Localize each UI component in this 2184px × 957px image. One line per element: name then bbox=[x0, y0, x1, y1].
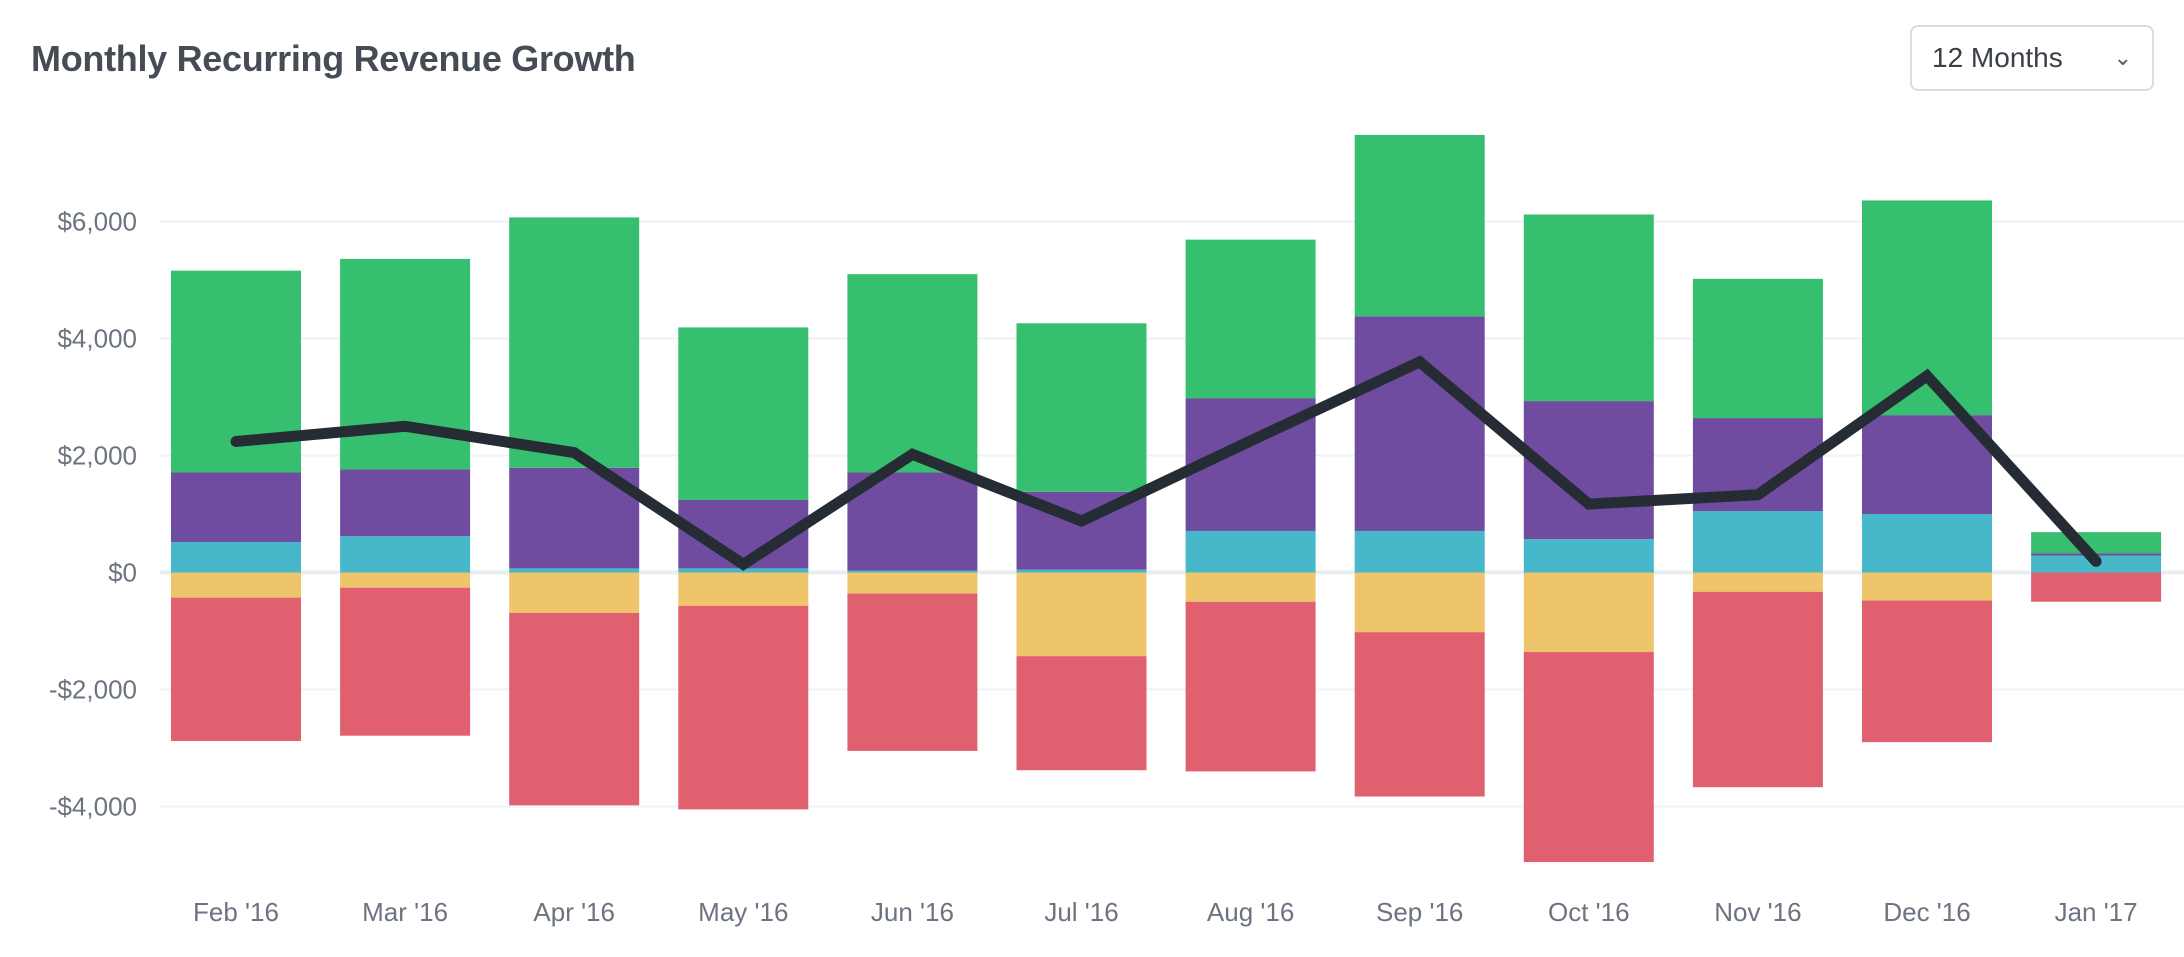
x-tick-label: Jan '17 bbox=[2055, 897, 2138, 927]
bar-segment-s0[interactable] bbox=[509, 568, 640, 573]
x-tick-label: Jun '16 bbox=[871, 897, 954, 927]
bar-segment-s4[interactable] bbox=[2031, 572, 2162, 602]
chart-title: Monthly Recurring Revenue Growth bbox=[31, 38, 636, 79]
bar-segment-s0[interactable] bbox=[1862, 514, 1992, 573]
bar-segment-s4[interactable] bbox=[1185, 601, 1316, 772]
bar-segment-s2[interactable] bbox=[509, 217, 640, 468]
x-tick-label: Jul '16 bbox=[1044, 897, 1118, 927]
period-select-value: 12 Months bbox=[1932, 42, 2063, 73]
y-tick-label: -$4,000 bbox=[49, 792, 137, 822]
y-tick-label: $0 bbox=[108, 558, 137, 588]
bar-segment-s4[interactable] bbox=[340, 587, 471, 736]
bar-segment-s2[interactable] bbox=[678, 327, 809, 500]
bar-segment-s3[interactable] bbox=[509, 572, 640, 613]
y-tick-label: -$2,000 bbox=[49, 675, 137, 705]
bar-segment-s3[interactable] bbox=[847, 572, 978, 594]
bar-segment-s3[interactable] bbox=[1354, 572, 1485, 633]
bar-segment-s4[interactable] bbox=[1692, 591, 1823, 788]
bar-segment-s4[interactable] bbox=[1354, 632, 1485, 797]
bar-segment-s4[interactable] bbox=[1016, 656, 1147, 771]
bar-segment-s3[interactable] bbox=[171, 572, 301, 598]
x-tick-label: Mar '16 bbox=[362, 897, 448, 927]
chevron-down-icon: ⌄ bbox=[2113, 45, 2132, 70]
bar-segment-s4[interactable] bbox=[1523, 652, 1654, 863]
bar-segment-s0[interactable] bbox=[847, 570, 978, 573]
y-tick-label: $6,000 bbox=[57, 207, 137, 237]
bar-segment-s4[interactable] bbox=[847, 593, 978, 751]
bar-segment-s2[interactable] bbox=[1692, 278, 1823, 419]
bar-segment-s0[interactable] bbox=[171, 542, 301, 573]
bar-segment-s3[interactable] bbox=[1185, 572, 1316, 602]
y-tick-label: $4,000 bbox=[57, 324, 137, 354]
bar-segment-s3[interactable] bbox=[1862, 572, 1992, 601]
bar-segment-s0[interactable] bbox=[340, 536, 471, 573]
period-select[interactable]: 12 Months ⌄ bbox=[1910, 25, 2154, 91]
bar-segment-s4[interactable] bbox=[678, 605, 809, 810]
bar-segment-s3[interactable] bbox=[1523, 572, 1654, 653]
bar-segment-s2[interactable] bbox=[1354, 134, 1485, 317]
bar-segment-s0[interactable] bbox=[1692, 511, 1823, 573]
x-tick-label: Oct '16 bbox=[1548, 897, 1630, 927]
bar-segment-s4[interactable] bbox=[1862, 600, 1992, 743]
x-tick-label: Nov '16 bbox=[1714, 897, 1801, 927]
bar-segment-s2[interactable] bbox=[1185, 239, 1316, 399]
bar-segment-s3[interactable] bbox=[340, 572, 471, 588]
net-growth-line bbox=[230, 355, 2102, 571]
bar-segment-s4[interactable] bbox=[509, 612, 640, 806]
y-tick-label: $2,000 bbox=[57, 441, 137, 471]
bar-segment-s4[interactable] bbox=[171, 597, 301, 741]
bar-segment-s1[interactable] bbox=[1354, 316, 1485, 531]
bar-segment-s2[interactable] bbox=[1016, 323, 1147, 492]
x-tick-label: Feb '16 bbox=[193, 897, 279, 927]
x-tick-label: Sep '16 bbox=[1376, 897, 1463, 927]
bar-segment-s0[interactable] bbox=[1016, 569, 1147, 573]
bar-segment-s2[interactable] bbox=[2031, 532, 2162, 554]
bar-segment-s3[interactable] bbox=[678, 572, 809, 606]
bar-segment-s1[interactable] bbox=[171, 472, 301, 543]
bar-segment-s3[interactable] bbox=[1692, 572, 1823, 592]
bar-segment-s3[interactable] bbox=[1016, 572, 1147, 657]
x-tick-label: May '16 bbox=[698, 897, 788, 927]
bar-segment-s0[interactable] bbox=[1185, 530, 1316, 573]
bar-segment-s2[interactable] bbox=[847, 274, 978, 473]
bar-segment-s2[interactable] bbox=[1523, 214, 1654, 402]
x-tick-label: Aug '16 bbox=[1207, 897, 1294, 927]
x-tick-label: Dec '16 bbox=[1883, 897, 1970, 927]
bar-segment-s0[interactable] bbox=[1523, 539, 1654, 573]
x-tick-label: Apr '16 bbox=[533, 897, 615, 927]
bar-segment-s1[interactable] bbox=[340, 469, 471, 537]
bar-segment-s0[interactable] bbox=[1354, 530, 1485, 573]
